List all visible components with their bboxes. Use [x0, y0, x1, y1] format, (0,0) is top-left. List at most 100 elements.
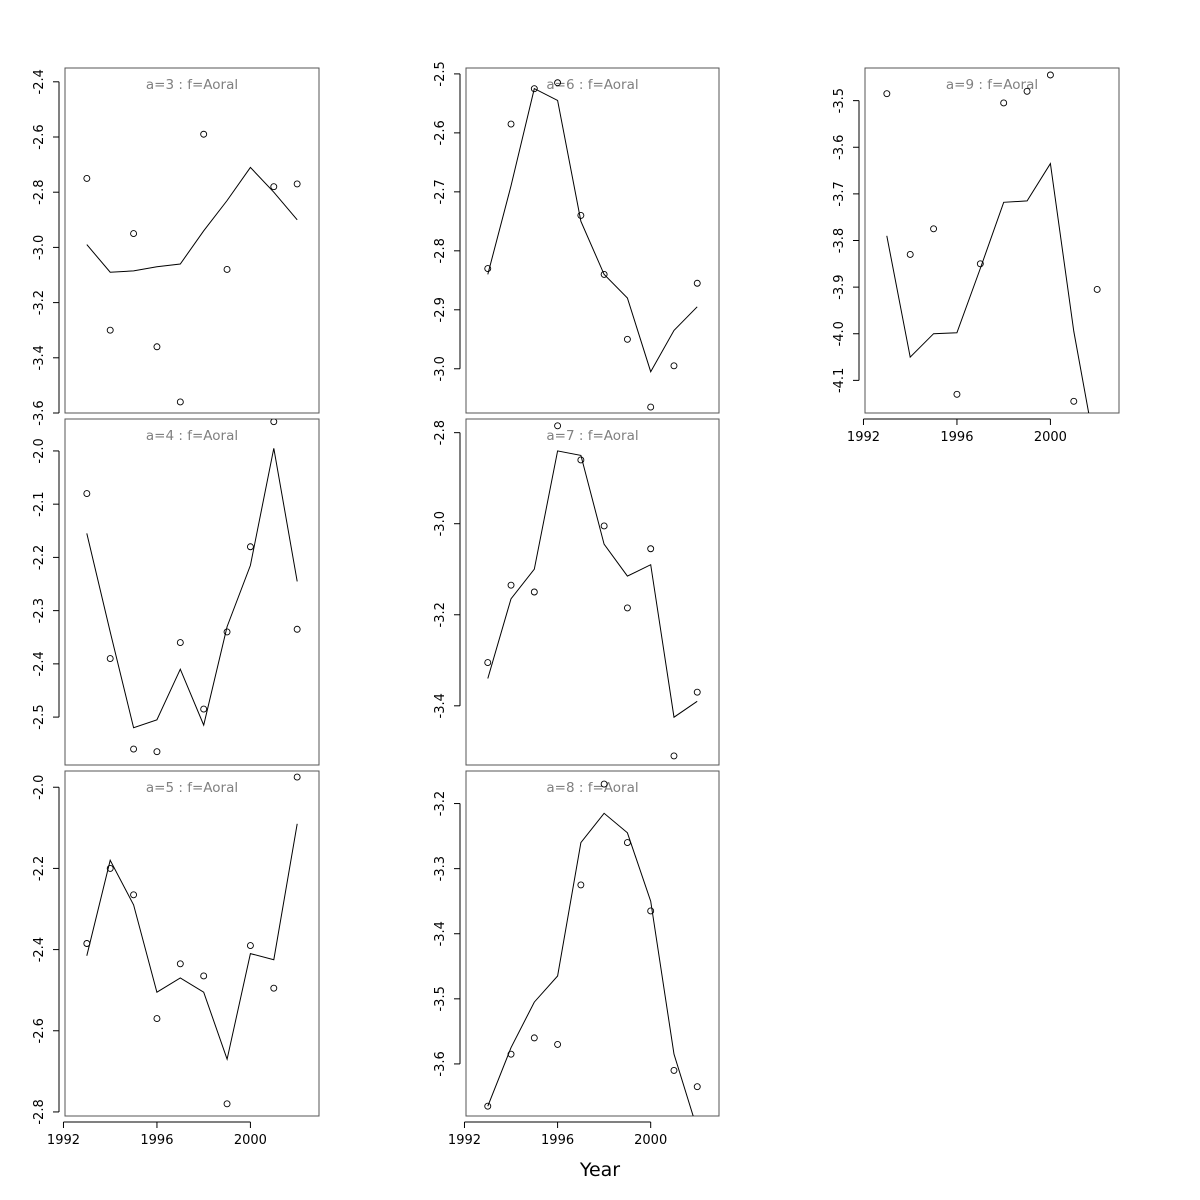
plot-area	[83, 419, 301, 756]
y-tick-label: -3.3	[433, 856, 448, 881]
plot-area	[484, 780, 701, 1116]
y-tick-label: -2.9	[433, 297, 448, 322]
observed-point	[1023, 87, 1031, 95]
observed-point	[600, 270, 608, 278]
observed-point	[484, 659, 492, 667]
y-tick-label: -2.6	[433, 120, 448, 145]
observed-point	[670, 1066, 678, 1074]
y-tick-label: -3.4	[433, 921, 448, 946]
fitted-line	[487, 812, 694, 1116]
fitted-line	[886, 162, 1090, 413]
x-tick-label: 1992	[847, 430, 880, 445]
observed-point	[106, 864, 114, 872]
y-tick-label: -2.8	[433, 238, 448, 263]
plot-area	[484, 79, 701, 411]
plot-area	[83, 59, 301, 406]
observed-point	[223, 1100, 231, 1108]
observed-point	[270, 419, 278, 426]
y-tick-label: -2.0	[32, 438, 47, 463]
y-tick-label: -3.9	[832, 274, 847, 299]
y-tick-label: -2.6	[32, 1018, 47, 1043]
y-tick-label: -3.2	[32, 290, 47, 315]
observed-point	[246, 543, 254, 551]
observed-point	[247, 59, 253, 65]
panel-title: a=8 : f=Aoral	[546, 780, 638, 796]
panel-frame	[864, 67, 1120, 414]
y-tick-label: -3.5	[433, 986, 448, 1011]
observed-point	[554, 422, 562, 430]
observed-point	[200, 972, 208, 980]
observed-point	[130, 891, 138, 899]
panel-title: a=3 : f=Aoral	[146, 77, 238, 93]
observed-point	[554, 79, 562, 87]
observed-point	[623, 335, 631, 343]
x-tick-label: 1992	[448, 1133, 481, 1148]
observed-point	[200, 705, 208, 713]
panel-1: a=3 : f=Aoral -2.4 -2.6 -2.8 -3.0 -3.2 -3.4 -3.…	[32, 59, 320, 426]
y-tick-label: -3.8	[832, 228, 847, 253]
observed-point	[507, 120, 515, 128]
y-tick-label: -3.0	[433, 356, 448, 381]
fitted-line	[487, 87, 698, 373]
observed-point	[1093, 286, 1101, 293]
observed-point	[223, 266, 231, 273]
observed-point	[1070, 397, 1078, 405]
observed-point	[647, 403, 655, 411]
y-tick-label: -2.8	[32, 180, 47, 205]
observed-point	[176, 639, 184, 647]
observed-point	[906, 251, 914, 258]
fitted-line	[86, 448, 298, 729]
y-tick-label: -2.3	[32, 598, 47, 623]
observed-point	[130, 745, 138, 753]
observed-point	[976, 260, 984, 268]
y-tick-label: -2.4	[32, 937, 47, 962]
x-tick-label: 1996	[940, 430, 973, 445]
observed-point	[883, 90, 891, 98]
observed-point	[953, 390, 961, 398]
fitted-line	[86, 166, 298, 273]
observed-point	[930, 225, 938, 233]
observed-point	[293, 180, 301, 188]
panel-6: a=8 : f=Aoral -3.2 -3.3 -3.4 -3.5 -3.6 1992 199…	[433, 770, 720, 1148]
y-tick-label: -2.7	[433, 179, 448, 204]
panel-title: a=4 : f=Aoral	[146, 428, 238, 444]
panel-frame	[64, 418, 320, 766]
y-tick-label: -3.0	[433, 511, 448, 536]
observed-point	[83, 490, 91, 497]
y-tick-label: -2.5	[433, 61, 448, 86]
panel-frame	[465, 770, 720, 1117]
y-tick-label: -2.5	[32, 704, 47, 729]
x-tick-label: 2000	[1034, 430, 1067, 445]
fitted-line	[487, 450, 698, 719]
observed-point	[106, 655, 114, 662]
observed-point	[507, 581, 515, 589]
y-tick-label: -3.6	[32, 400, 47, 425]
y-tick-label: -3.6	[832, 135, 847, 160]
observed-point	[270, 183, 278, 191]
observed-point	[83, 174, 91, 182]
observed-point	[577, 881, 585, 889]
panel-frame	[465, 418, 720, 766]
fitted-line	[86, 823, 298, 1062]
observed-point	[270, 984, 278, 992]
observed-point	[693, 279, 701, 287]
observed-point	[176, 398, 184, 406]
observed-point	[670, 362, 678, 370]
y-tick-label: -2.6	[32, 124, 47, 149]
observed-point	[600, 780, 608, 788]
y-tick-label: -3.2	[433, 602, 448, 627]
observed-point	[530, 588, 538, 596]
y-tick-label: -4.1	[832, 368, 847, 393]
panel-4: a=6 : f=Aoral -2.5 -2.6 -2.7 -2.8 -2.9 -3.0	[433, 61, 720, 414]
observed-point	[647, 907, 655, 915]
observed-point	[600, 522, 608, 530]
y-tick-label: -3.0	[32, 235, 47, 260]
observed-point	[293, 625, 301, 633]
plot-area	[484, 422, 701, 760]
y-tick-label: -3.7	[832, 181, 847, 206]
panel-title: a=5 : f=Aoral	[146, 780, 238, 796]
plot-area	[883, 71, 1101, 413]
observed-point	[153, 343, 161, 351]
y-tick-label: -2.4	[32, 69, 47, 94]
